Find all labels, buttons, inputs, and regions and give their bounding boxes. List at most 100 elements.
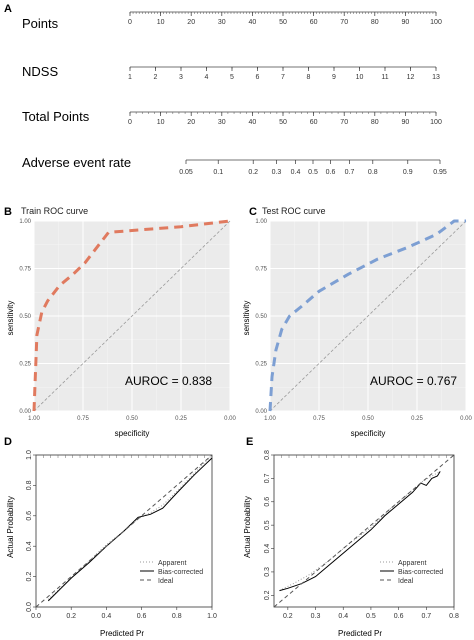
y-tick-label: 0.2 <box>26 572 33 582</box>
legend-label: Bias-corrected <box>158 569 203 576</box>
panel-label-c: C <box>249 206 257 218</box>
x-tick-label: 0.5 <box>366 613 376 620</box>
nomogram-tick-label: 0.1 <box>213 169 223 176</box>
nomogram-tick-label: 60 <box>310 19 318 26</box>
x-tick-label: 0.75 <box>313 416 325 422</box>
y-tick-label: 0.4 <box>26 541 33 551</box>
x-tick-label: 0.8 <box>172 613 182 620</box>
x-tick-label: 0.00 <box>460 416 472 422</box>
nomogram-tick-label: 0.8 <box>368 169 378 176</box>
calibration-chart-d: Predicted Pr Actual Probability 0.0 0.2 0.… <box>6 450 217 638</box>
y-tick-label: 0.25 <box>19 362 31 368</box>
nomogram-tick-label: 80 <box>371 119 379 126</box>
legend-label: Apparent <box>158 560 186 567</box>
nomogram-tick-label: 0 <box>128 19 132 26</box>
x-tick-label: 0.4 <box>102 613 112 620</box>
nomogram-tick-label: 40 <box>249 19 257 26</box>
panel-label-b: B <box>4 206 12 218</box>
nomogram-tick-label: 3 <box>179 74 183 81</box>
calibration-line <box>47 457 213 602</box>
legend-label: Ideal <box>158 578 174 585</box>
nomogram-tick-label: 0.05 <box>179 169 193 176</box>
train-roc-title: Train ROC curve <box>21 206 88 216</box>
test-roc-chart: 1.00 0.75 0.50 0.25 0.00 0.00 0.25 0.50 0.75 1.00… <box>242 206 472 438</box>
nomogram-tick-label: 90 <box>402 119 410 126</box>
nomogram-tick-label: 6 <box>256 74 260 81</box>
legend: Apparent Bias-corrected Ideal <box>380 560 443 585</box>
y-tick-label: 0.25 <box>255 362 267 368</box>
y-tick-label: 0.00 <box>19 409 31 415</box>
x-tick-label: 0.25 <box>175 416 187 422</box>
nomogram-tick-label: 5 <box>230 74 234 81</box>
nomogram-tick-label: 70 <box>340 119 348 126</box>
nomogram-tick-label: 0.5 <box>308 169 318 176</box>
nomogram-tick-label: 10 <box>356 74 364 81</box>
y-tick-label: 0.3 <box>264 567 271 577</box>
x-tick-label: 0.50 <box>126 416 138 422</box>
train-roc-xlabel: specificity <box>115 429 150 438</box>
legend-label: Apparent <box>398 560 426 567</box>
x-tick-label: 1.00 <box>28 416 40 422</box>
nomogram-tick-label: 100 <box>430 19 442 26</box>
nomogram-tick-label: 10 <box>157 19 165 26</box>
panel-label-d: D <box>4 436 12 448</box>
y-tick-label: 1.00 <box>19 219 31 225</box>
legend: Apparent Bias-corrected Ideal <box>140 560 203 585</box>
nomogram-tick-label: 12 <box>407 74 415 81</box>
x-tick-label: 1.0 <box>207 613 217 620</box>
y-tick-label: 1.0 <box>26 450 33 460</box>
x-tick-label: 0.3 <box>311 613 321 620</box>
nomogram-tick-label: 0.2 <box>248 169 258 176</box>
nomogram-tick-label: 20 <box>187 119 195 126</box>
y-tick-label: 0.8 <box>26 480 33 490</box>
roc-curve <box>268 219 466 412</box>
y-tick-label: 0.75 <box>19 267 31 273</box>
test-roc-ylabel: sensitivity <box>242 301 251 336</box>
x-tick-label: 0.0 <box>31 613 41 620</box>
test-roc-title: Test ROC curve <box>262 206 326 216</box>
cal-e-xlabel: Predicted Pr <box>338 629 382 638</box>
cal-e-ylabel: Actual Probability <box>243 496 252 558</box>
x-tick-label: 0.7 <box>421 613 431 620</box>
nomogram-row-label-ndss: NDSS <box>22 64 58 79</box>
train-roc-chart: 1.00 0.75 0.50 0.25 0.00 0.00 0.25 0.50 0.75 1.00… <box>6 206 236 438</box>
nomogram-row-label-adverse-event-rate: Adverse event rate <box>22 155 131 170</box>
nomogram-tick-label: 1 <box>128 74 132 81</box>
nomogram-tick-label: 0.95 <box>433 169 447 176</box>
y-tick-label: 0.0 <box>26 602 33 612</box>
nomogram-tick-label: 30 <box>218 119 226 126</box>
nomogram-tick-label: 50 <box>279 19 287 26</box>
x-tick-label: 0.75 <box>77 416 89 422</box>
train-roc-ylabel: sensitivity <box>6 301 15 336</box>
x-tick-label: 0.25 <box>411 416 423 422</box>
nomogram-tick-label: 11 <box>381 74 388 81</box>
y-tick-label: 1.00 <box>255 219 267 225</box>
x-tick-label: 0.2 <box>283 613 293 620</box>
x-tick-label: 1.00 <box>264 416 276 422</box>
y-tick-label: 0.6 <box>26 511 33 521</box>
x-tick-label: 0.00 <box>224 416 236 422</box>
legend-label: Ideal <box>398 578 414 585</box>
y-tick-label: 0.75 <box>255 267 267 273</box>
nomogram-tick-label: 8 <box>307 74 311 81</box>
nomogram-tick-label: 0.7 <box>345 169 355 176</box>
calibration-line <box>279 471 441 592</box>
nomogram-tick-label: 0.9 <box>403 169 413 176</box>
nomogram-row-label-total-points: Total Points <box>22 109 90 124</box>
y-tick-label: 0.00 <box>255 409 267 415</box>
nomogram-tick-label: 0.4 <box>291 169 301 176</box>
nomogram-tick-label: 2 <box>154 74 158 81</box>
panel-label-a: A <box>4 3 12 15</box>
nomogram-tick-label: 60 <box>310 119 318 126</box>
roc-curve <box>32 219 231 412</box>
nomogram-tick-label: 7 <box>281 74 285 81</box>
test-roc-annotation: AUROC = 0.767 <box>370 374 457 388</box>
reference-diagonal <box>269 220 467 412</box>
x-tick-label: 0.4 <box>338 613 348 620</box>
nomogram-tick-label: 0 <box>128 119 132 126</box>
calibration-line <box>273 454 455 608</box>
y-tick-label: 0.4 <box>264 544 271 554</box>
y-tick-label: 0.6 <box>264 497 271 507</box>
nomogram-tick-label: 70 <box>340 19 348 26</box>
x-tick-label: 0.6 <box>394 613 404 620</box>
